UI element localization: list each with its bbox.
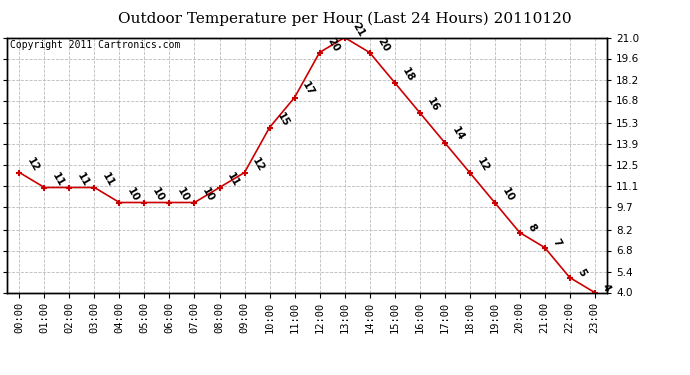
Text: 10: 10 [500, 186, 516, 203]
Text: 18: 18 [400, 66, 416, 83]
Text: 14: 14 [450, 126, 466, 143]
Text: 15: 15 [275, 111, 291, 128]
Text: 17: 17 [300, 81, 316, 98]
Text: 21: 21 [350, 21, 366, 38]
Text: 12: 12 [475, 156, 491, 173]
Text: 7: 7 [550, 237, 562, 248]
Text: Outdoor Temperature per Hour (Last 24 Hours) 20110120: Outdoor Temperature per Hour (Last 24 Ho… [118, 11, 572, 26]
Text: 10: 10 [175, 186, 191, 203]
Text: 11: 11 [225, 171, 241, 188]
Text: 11: 11 [50, 171, 66, 188]
Text: 10: 10 [200, 186, 216, 203]
Text: 4: 4 [600, 282, 613, 293]
Text: 10: 10 [125, 186, 141, 203]
Text: 12: 12 [250, 156, 266, 173]
Text: 12: 12 [25, 156, 41, 173]
Text: 8: 8 [525, 222, 538, 233]
Text: 11: 11 [100, 171, 116, 188]
Text: Copyright 2011 Cartronics.com: Copyright 2011 Cartronics.com [10, 40, 180, 50]
Text: 10: 10 [150, 186, 166, 203]
Text: 20: 20 [375, 36, 391, 53]
Text: 5: 5 [575, 267, 587, 278]
Text: 16: 16 [425, 96, 441, 113]
Text: 11: 11 [75, 171, 91, 188]
Text: 20: 20 [325, 36, 341, 53]
